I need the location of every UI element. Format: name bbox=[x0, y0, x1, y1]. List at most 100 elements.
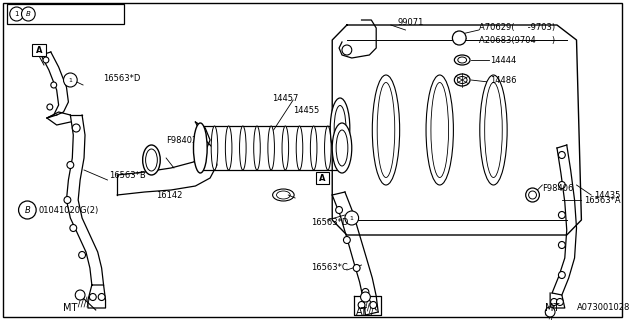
Ellipse shape bbox=[253, 126, 260, 170]
Ellipse shape bbox=[143, 145, 160, 175]
Text: A20683(9704-     ): A20683(9704- ) bbox=[479, 36, 555, 44]
Circle shape bbox=[51, 82, 57, 88]
Text: A: A bbox=[319, 173, 326, 182]
Text: B: B bbox=[24, 205, 30, 214]
Ellipse shape bbox=[480, 75, 507, 185]
Circle shape bbox=[559, 181, 565, 188]
Circle shape bbox=[342, 45, 352, 55]
Circle shape bbox=[47, 104, 52, 110]
Text: AT: AT bbox=[356, 307, 367, 317]
Ellipse shape bbox=[454, 55, 470, 65]
Text: A: A bbox=[319, 173, 326, 182]
Ellipse shape bbox=[336, 130, 348, 166]
Ellipse shape bbox=[196, 126, 204, 170]
Ellipse shape bbox=[276, 191, 290, 199]
Circle shape bbox=[358, 301, 365, 308]
Text: 16563*D: 16563*D bbox=[102, 74, 140, 83]
Text: 16563*D: 16563*D bbox=[311, 218, 348, 227]
Text: 16142: 16142 bbox=[156, 190, 182, 199]
Circle shape bbox=[370, 301, 377, 308]
Ellipse shape bbox=[268, 126, 275, 170]
Text: MT: MT bbox=[545, 303, 559, 313]
Ellipse shape bbox=[324, 126, 331, 170]
Circle shape bbox=[70, 225, 77, 231]
Ellipse shape bbox=[282, 126, 289, 170]
Circle shape bbox=[76, 290, 85, 300]
Ellipse shape bbox=[454, 35, 464, 42]
Text: 16563*C: 16563*C bbox=[311, 263, 348, 273]
Ellipse shape bbox=[310, 126, 317, 170]
Text: 14455: 14455 bbox=[293, 106, 319, 115]
Circle shape bbox=[72, 124, 80, 132]
Circle shape bbox=[559, 271, 565, 278]
Ellipse shape bbox=[145, 149, 157, 171]
Ellipse shape bbox=[330, 98, 350, 158]
Ellipse shape bbox=[332, 123, 352, 173]
Circle shape bbox=[559, 212, 565, 219]
Circle shape bbox=[19, 201, 36, 219]
Ellipse shape bbox=[458, 76, 467, 84]
Circle shape bbox=[559, 242, 565, 249]
Text: 99071: 99071 bbox=[397, 18, 424, 27]
Ellipse shape bbox=[334, 106, 346, 150]
Circle shape bbox=[67, 162, 74, 169]
Ellipse shape bbox=[211, 126, 218, 170]
Circle shape bbox=[344, 236, 350, 244]
Text: F98406: F98406 bbox=[542, 183, 573, 193]
Circle shape bbox=[43, 57, 49, 63]
Circle shape bbox=[529, 191, 536, 199]
Text: 01041020G(2): 01041020G(2) bbox=[38, 205, 99, 214]
Circle shape bbox=[525, 188, 540, 202]
Text: A70629(     -9703): A70629( -9703) bbox=[479, 22, 555, 31]
Text: 1: 1 bbox=[14, 11, 19, 17]
Circle shape bbox=[360, 292, 371, 302]
Text: 14444: 14444 bbox=[490, 55, 516, 65]
Text: A073001028: A073001028 bbox=[577, 303, 630, 313]
Text: B: B bbox=[26, 11, 31, 17]
Text: 1: 1 bbox=[350, 215, 354, 220]
Circle shape bbox=[63, 73, 77, 87]
FancyBboxPatch shape bbox=[32, 44, 46, 56]
Ellipse shape bbox=[372, 75, 399, 185]
Ellipse shape bbox=[377, 83, 395, 178]
Text: 1: 1 bbox=[68, 77, 72, 83]
Ellipse shape bbox=[431, 83, 449, 178]
Circle shape bbox=[335, 206, 342, 213]
FancyBboxPatch shape bbox=[316, 172, 330, 184]
Text: F98402: F98402 bbox=[166, 135, 197, 145]
Circle shape bbox=[559, 151, 565, 158]
Circle shape bbox=[550, 299, 557, 306]
Circle shape bbox=[79, 252, 86, 259]
Text: A: A bbox=[36, 45, 42, 54]
Circle shape bbox=[345, 211, 358, 225]
Ellipse shape bbox=[458, 57, 467, 63]
Ellipse shape bbox=[193, 123, 207, 173]
Circle shape bbox=[452, 31, 466, 45]
Text: MT: MT bbox=[63, 303, 77, 313]
Text: 16563*B: 16563*B bbox=[109, 171, 146, 180]
Circle shape bbox=[557, 299, 563, 306]
Circle shape bbox=[353, 265, 360, 271]
Ellipse shape bbox=[239, 126, 246, 170]
Text: 14457: 14457 bbox=[271, 93, 298, 102]
Text: 16563*A: 16563*A bbox=[584, 196, 621, 204]
Text: 01040816G(3): 01040816G(3) bbox=[37, 10, 98, 19]
Ellipse shape bbox=[454, 74, 470, 86]
Circle shape bbox=[22, 7, 35, 21]
Ellipse shape bbox=[484, 83, 502, 178]
Text: A: A bbox=[36, 45, 42, 54]
Text: 14435: 14435 bbox=[594, 190, 621, 199]
Circle shape bbox=[545, 307, 555, 317]
Circle shape bbox=[10, 7, 24, 21]
Text: 14486: 14486 bbox=[490, 76, 517, 84]
Ellipse shape bbox=[426, 75, 453, 185]
Circle shape bbox=[90, 293, 96, 300]
FancyBboxPatch shape bbox=[7, 4, 124, 24]
Circle shape bbox=[362, 289, 369, 295]
Ellipse shape bbox=[273, 189, 294, 201]
Ellipse shape bbox=[225, 126, 232, 170]
Circle shape bbox=[64, 196, 71, 204]
Circle shape bbox=[98, 293, 105, 300]
Ellipse shape bbox=[338, 126, 346, 170]
Ellipse shape bbox=[296, 126, 303, 170]
